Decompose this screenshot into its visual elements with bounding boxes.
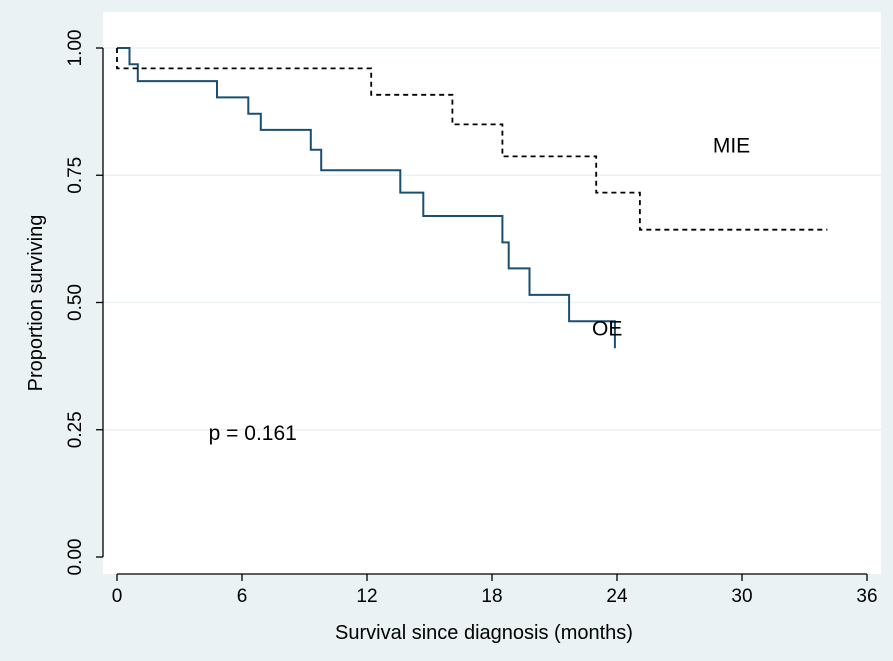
y-tick-label-1: 0.25 <box>65 411 86 448</box>
annotation-mie: MIE <box>713 134 750 157</box>
y-tick-label-3: 0.75 <box>65 157 86 194</box>
x-tick-label-1: 6 <box>237 586 248 607</box>
x-axis-title: Survival since diagnosis (months) <box>335 622 633 644</box>
x-tick-label-3: 18 <box>481 586 502 607</box>
axes: 0.00 0.25 0.50 0.75 1.00 0 6 12 18 24 30 36 <box>65 30 878 607</box>
series-line-oe <box>117 47 616 349</box>
plot-area <box>103 12 881 574</box>
y-tick-label-4: 1.00 <box>65 30 86 67</box>
annotations: MIE OE p = 0.161 <box>209 134 751 445</box>
annotation-oe: OE <box>592 318 622 341</box>
x-tick-label-2: 12 <box>356 586 377 607</box>
y-tick-label-2: 0.50 <box>65 284 86 321</box>
gridlines <box>103 47 881 431</box>
y-tick-label-0: 0.00 <box>65 539 86 576</box>
x-tick-label-6: 36 <box>856 586 877 607</box>
annotation-p-0-161: p = 0.161 <box>209 422 297 445</box>
series-line-mie <box>116 48 828 231</box>
y-axis-title: Proportion surviving <box>25 215 47 392</box>
x-tick-label-5: 30 <box>731 586 752 607</box>
x-tick-label-0: 0 <box>112 586 123 607</box>
x-tick-label-4: 24 <box>606 586 628 607</box>
series-group <box>116 47 828 349</box>
